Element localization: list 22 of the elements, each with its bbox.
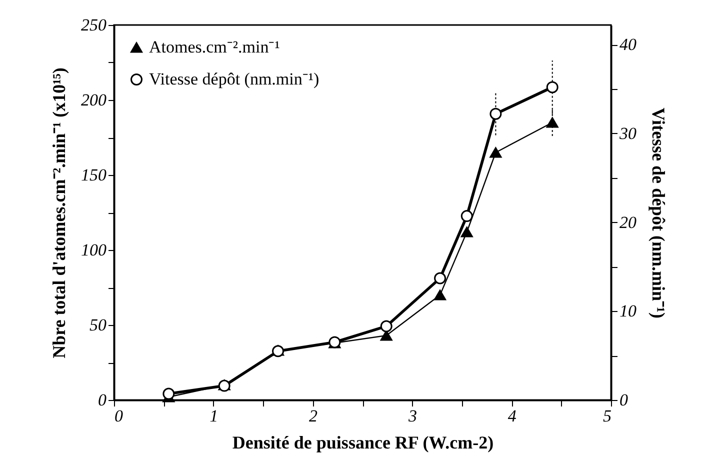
x-tick-label: 4 (508, 406, 517, 426)
y-tick-label: 0 (98, 390, 107, 410)
y2-axis-title: Vitesse de dépôt (nm.min⁻¹) (648, 108, 668, 318)
y2-tick-label: 10 (620, 302, 637, 321)
y2-tick-label: 30 (618, 124, 637, 143)
y-axis-title: Nbre total d'atomes.cm⁻².min⁻¹ (x10¹⁵) (49, 68, 69, 358)
x-tick-label: 5 (603, 406, 612, 426)
legend-label: Vitesse dépôt (nm.min⁻¹) (149, 70, 320, 88)
x-tick-label: 2 (309, 406, 318, 426)
y2-tick-label: 20 (620, 212, 637, 232)
x-tick-label: 0 (114, 406, 124, 426)
y-tick-label: 200 (81, 90, 107, 110)
y2-tick-label: 40 (620, 35, 637, 54)
x-axis-title: Densité de puissance RF (W.cm-2) (232, 432, 494, 452)
x-tick-label: 3 (407, 406, 417, 426)
y-tick-label: 100 (81, 240, 107, 260)
y-tick-label: 150 (81, 166, 107, 184)
y-tick-label: 250 (81, 16, 107, 34)
legend-label: Atomes.cm⁻².min⁻¹ (149, 38, 280, 56)
y-tick-label: 50 (90, 316, 107, 334)
y2-tick-label: 0 (620, 390, 628, 410)
x-tick-label: 1 (210, 406, 218, 426)
